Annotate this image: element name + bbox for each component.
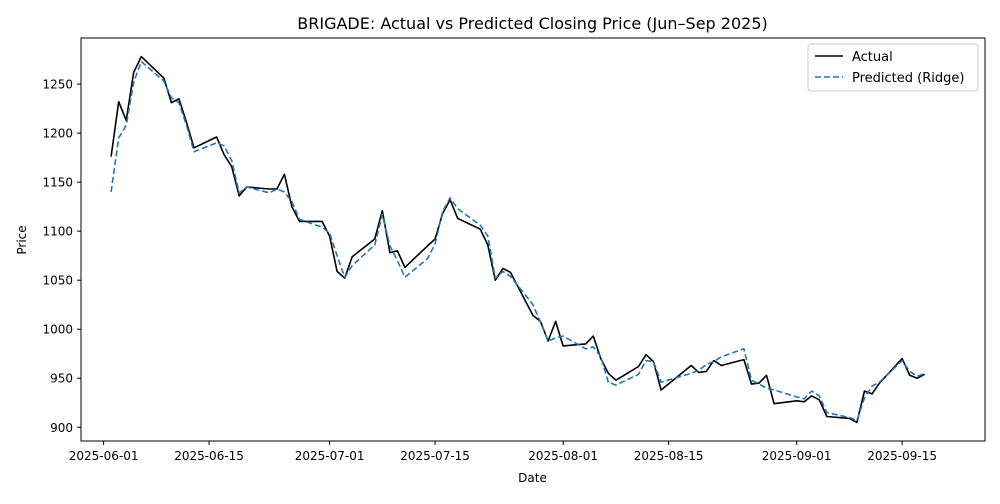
- x-tick-label: 2025-07-01: [295, 449, 365, 463]
- y-tick-label: 900: [50, 421, 73, 435]
- legend-box: [807, 43, 979, 92]
- y-tick-label: 1050: [42, 274, 73, 288]
- plot-frame: [80, 37, 986, 442]
- chart-title: BRIGADE: Actual vs Predicted Closing Pri…: [297, 14, 768, 33]
- series-layer: [110, 55, 926, 424]
- legend: Actual Predicted (Ridge): [807, 43, 979, 92]
- x-tick-label: 2025-09-15: [867, 449, 937, 463]
- x-tick-label: 2025-08-01: [528, 449, 598, 463]
- x-tick-label: 2025-07-15: [400, 449, 470, 463]
- y-tick-label: 1250: [42, 78, 73, 92]
- series-line-actual: [110, 55, 926, 424]
- y-tick-label: 1150: [42, 176, 73, 190]
- x-tick-label: 2025-06-01: [69, 449, 139, 463]
- x-tick-label: 2025-06-15: [174, 449, 244, 463]
- series-line-predicted-ridge: [110, 60, 925, 422]
- y-tick-label: 1200: [42, 127, 73, 141]
- x-axis-label: Date: [518, 471, 547, 485]
- y-tick-label: 950: [50, 372, 73, 386]
- x-tick-label: 2025-08-15: [634, 449, 704, 463]
- y-axis-label: Price: [15, 225, 29, 254]
- x-tick-label: 2025-09-01: [762, 449, 832, 463]
- y-axis-ticks: 900 950 1000 1050 1100 1150 1200 1250: [42, 78, 81, 435]
- y-tick-label: 1000: [42, 323, 73, 337]
- x-axis-ticks: 2025-06-01 2025-06-15 2025-07-01 2025-07-15…: [69, 441, 937, 463]
- legend-label-actual: Actual: [852, 50, 893, 65]
- y-tick-label: 1100: [42, 225, 73, 239]
- legend-label-predicted: Predicted (Ridge): [852, 71, 964, 86]
